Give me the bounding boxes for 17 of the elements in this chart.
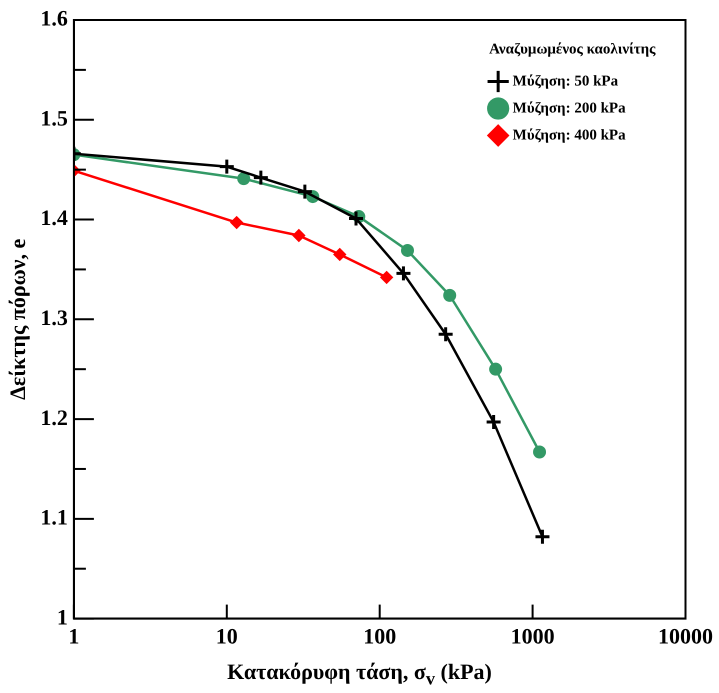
x-tick-label: 1000 — [510, 623, 555, 648]
y-tick-label: 1.6 — [40, 6, 68, 31]
x-tick-label: 10000 — [658, 623, 713, 648]
y-tick-label: 1.4 — [40, 205, 68, 230]
y-axis-title: Δείκτης πόρων, e — [4, 238, 30, 400]
y-tick-label: 1 — [56, 604, 68, 630]
legend-label: Μύζηση: 50 kPa — [512, 73, 619, 90]
x-tick-label: 10 — [216, 623, 238, 648]
legend-label: Μύζηση: 200 kPa — [512, 100, 626, 116]
legend-title: Αναζυμωμένος καολινίτης — [489, 41, 656, 58]
legend-label: Μύζηση: 400 kPa — [512, 127, 626, 144]
y-tick-label: 1.5 — [40, 105, 68, 130]
y-tick-label: 1.2 — [40, 404, 68, 430]
y-tick-label: 1.1 — [40, 504, 68, 530]
x-tick-label: 100 — [363, 623, 396, 648]
x-axis-title: Κατακόρυφη τάση, σ$_{v}$ (kPa) — [226, 658, 493, 689]
y-tick-label: 1.3 — [40, 304, 68, 330]
